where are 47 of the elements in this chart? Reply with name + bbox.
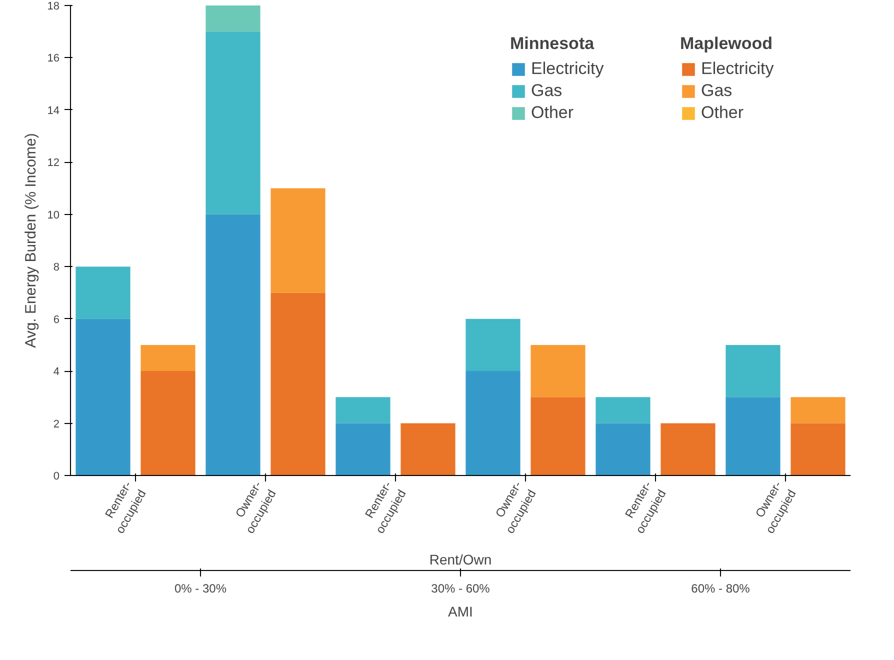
bar xyxy=(596,397,650,424)
y-tick-label: 10 xyxy=(47,209,60,222)
bar xyxy=(596,423,650,476)
bar xyxy=(140,344,196,372)
bar xyxy=(76,266,130,319)
legend-label: Gas xyxy=(531,81,562,101)
legend-label: Gas xyxy=(701,81,732,101)
bar xyxy=(270,292,326,476)
y-tick-label: 6 xyxy=(53,314,60,326)
bar xyxy=(530,344,586,398)
bar xyxy=(660,423,716,476)
legend-label: Other xyxy=(701,103,744,123)
y-tick-label: 4 xyxy=(53,366,60,378)
bar xyxy=(206,214,260,476)
y-tick-label: 18 xyxy=(47,0,60,12)
y-tick-label: 12 xyxy=(47,157,60,170)
bar xyxy=(206,32,260,214)
bar xyxy=(76,318,130,476)
text: 60% - 80% xyxy=(691,582,750,596)
legend-label: Electricity xyxy=(701,59,774,79)
text: 0% - 30% xyxy=(174,582,227,596)
bar xyxy=(466,318,520,372)
bar xyxy=(726,397,780,476)
bar xyxy=(790,397,846,424)
bar xyxy=(206,6,260,32)
y-tick-label: 2 xyxy=(53,418,60,430)
y-axis-title: Avg. Energy Burden (% Income) xyxy=(22,133,40,348)
y-tick-label: 16 xyxy=(47,52,60,65)
bar xyxy=(466,371,520,476)
bar xyxy=(400,423,456,476)
y-tick-label: 8 xyxy=(53,262,60,274)
legend-label: Other xyxy=(531,103,574,123)
text: AMI xyxy=(448,604,473,620)
bar xyxy=(336,423,390,476)
annotation: Minnesota xyxy=(510,34,596,54)
text: 30% - 60% xyxy=(431,582,490,596)
bar xyxy=(790,423,846,476)
y-tick-label: 14 xyxy=(47,104,60,117)
bar xyxy=(140,371,196,476)
legend-label: Electricity xyxy=(531,59,604,79)
bar xyxy=(336,397,390,424)
bar xyxy=(270,188,326,293)
annotation: Maplewood xyxy=(680,34,774,54)
bar xyxy=(726,344,780,398)
bar xyxy=(530,397,586,476)
y-tick-label: 0 xyxy=(53,470,60,482)
x-axis-title: Rent/Own xyxy=(429,551,492,568)
